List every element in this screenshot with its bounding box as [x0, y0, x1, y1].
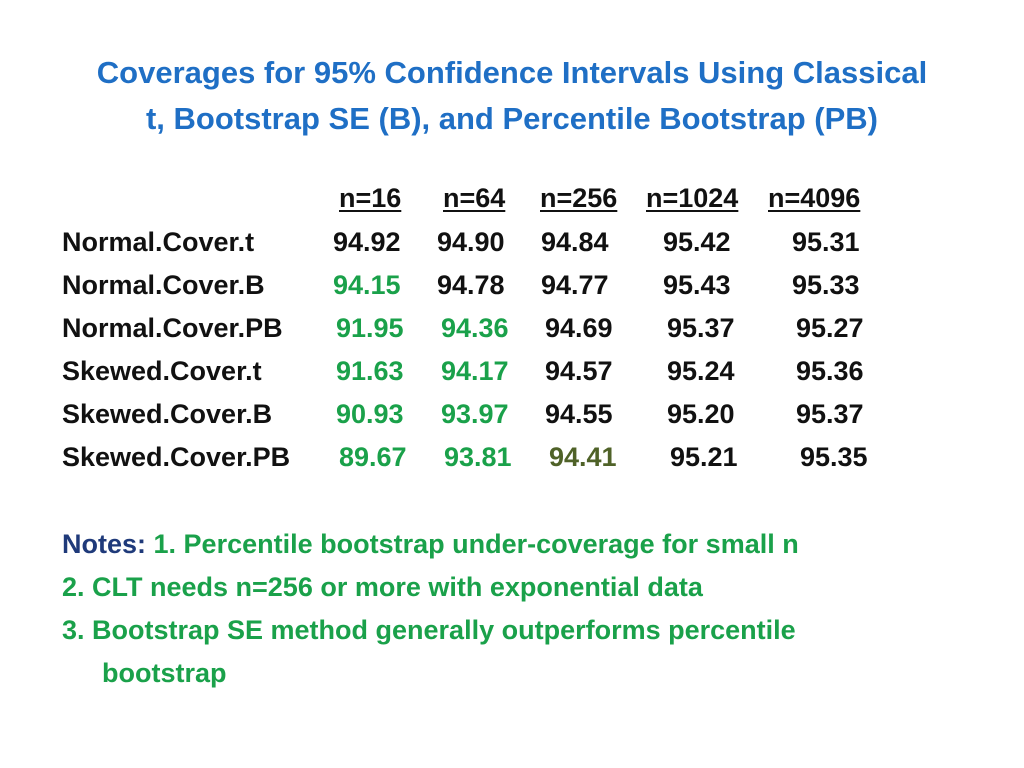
column-header: n=1024	[646, 183, 739, 213]
coverage-value: 93.97	[441, 399, 509, 429]
coverage-value: 91.63	[336, 356, 404, 386]
coverage-value: 95.37	[667, 313, 735, 343]
note-3: 3. Bootstrap SE method generally outperf…	[62, 615, 796, 645]
coverage-value: 95.42	[663, 227, 731, 257]
note-line-1: Notes: 1. Percentile bootstrap under-cov…	[62, 523, 962, 566]
coverage-value: 94.15	[333, 270, 401, 300]
row-label: Skewed.Cover.PB	[62, 442, 291, 472]
row-label: Normal.Cover.PB	[62, 313, 283, 343]
row-label: Normal.Cover.B	[62, 270, 265, 300]
coverage-value: 89.67	[339, 442, 407, 472]
notes-section: Notes: 1. Percentile bootstrap under-cov…	[62, 523, 962, 695]
column-header: n=4096	[768, 183, 861, 213]
coverage-value: 94.78	[437, 270, 505, 300]
coverage-value: 94.69	[545, 313, 613, 343]
column-header: n=256	[540, 183, 618, 213]
title-line-2: t, Bootstrap SE (B), and Percentile Boot…	[145, 101, 878, 136]
coverage-value: 91.95	[336, 313, 404, 343]
coverage-value: 95.33	[792, 270, 860, 300]
notes-label: Notes:	[62, 529, 147, 559]
row-label: Normal.Cover.t	[62, 227, 255, 257]
note-2: 2. CLT needs n=256 or more with exponent…	[62, 572, 703, 602]
coverage-value: 94.57	[545, 356, 613, 386]
column-header: n=16	[339, 183, 402, 213]
note-1: 1. Percentile bootstrap under-coverage f…	[153, 529, 799, 559]
coverage-value: 94.92	[333, 227, 401, 257]
coverage-value: 93.81	[444, 442, 512, 472]
coverage-value: 95.35	[800, 442, 868, 472]
coverage-value: 94.17	[441, 356, 509, 386]
coverage-value: 94.77	[541, 270, 609, 300]
coverage-value: 95.21	[670, 442, 738, 472]
coverage-value: 95.36	[796, 356, 864, 386]
title-line-1: Coverages for 95% Confidence Intervals U…	[96, 55, 928, 90]
coverage-value: 95.24	[667, 356, 735, 386]
coverage-value: 95.20	[667, 399, 735, 429]
slide-title: Coverages for 95% Confidence Intervals U…	[40, 50, 984, 142]
column-header: n=64	[443, 183, 506, 213]
row-label: Skewed.Cover.B	[62, 399, 273, 429]
coverage-value: 95.37	[796, 399, 864, 429]
coverage-value: 94.90	[437, 227, 505, 257]
coverage-value: 90.93	[336, 399, 404, 429]
coverage-value: 94.41	[549, 442, 617, 472]
row-label: Skewed.Cover.t	[62, 356, 262, 386]
coverage-value: 94.55	[545, 399, 613, 429]
coverage-value: 95.27	[796, 313, 864, 343]
coverage-value: 95.31	[792, 227, 860, 257]
coverage-value: 94.84	[541, 227, 609, 257]
coverage-value: 94.36	[441, 313, 509, 343]
coverage-value: 95.43	[663, 270, 731, 300]
note-3-continued: bootstrap	[102, 658, 227, 688]
